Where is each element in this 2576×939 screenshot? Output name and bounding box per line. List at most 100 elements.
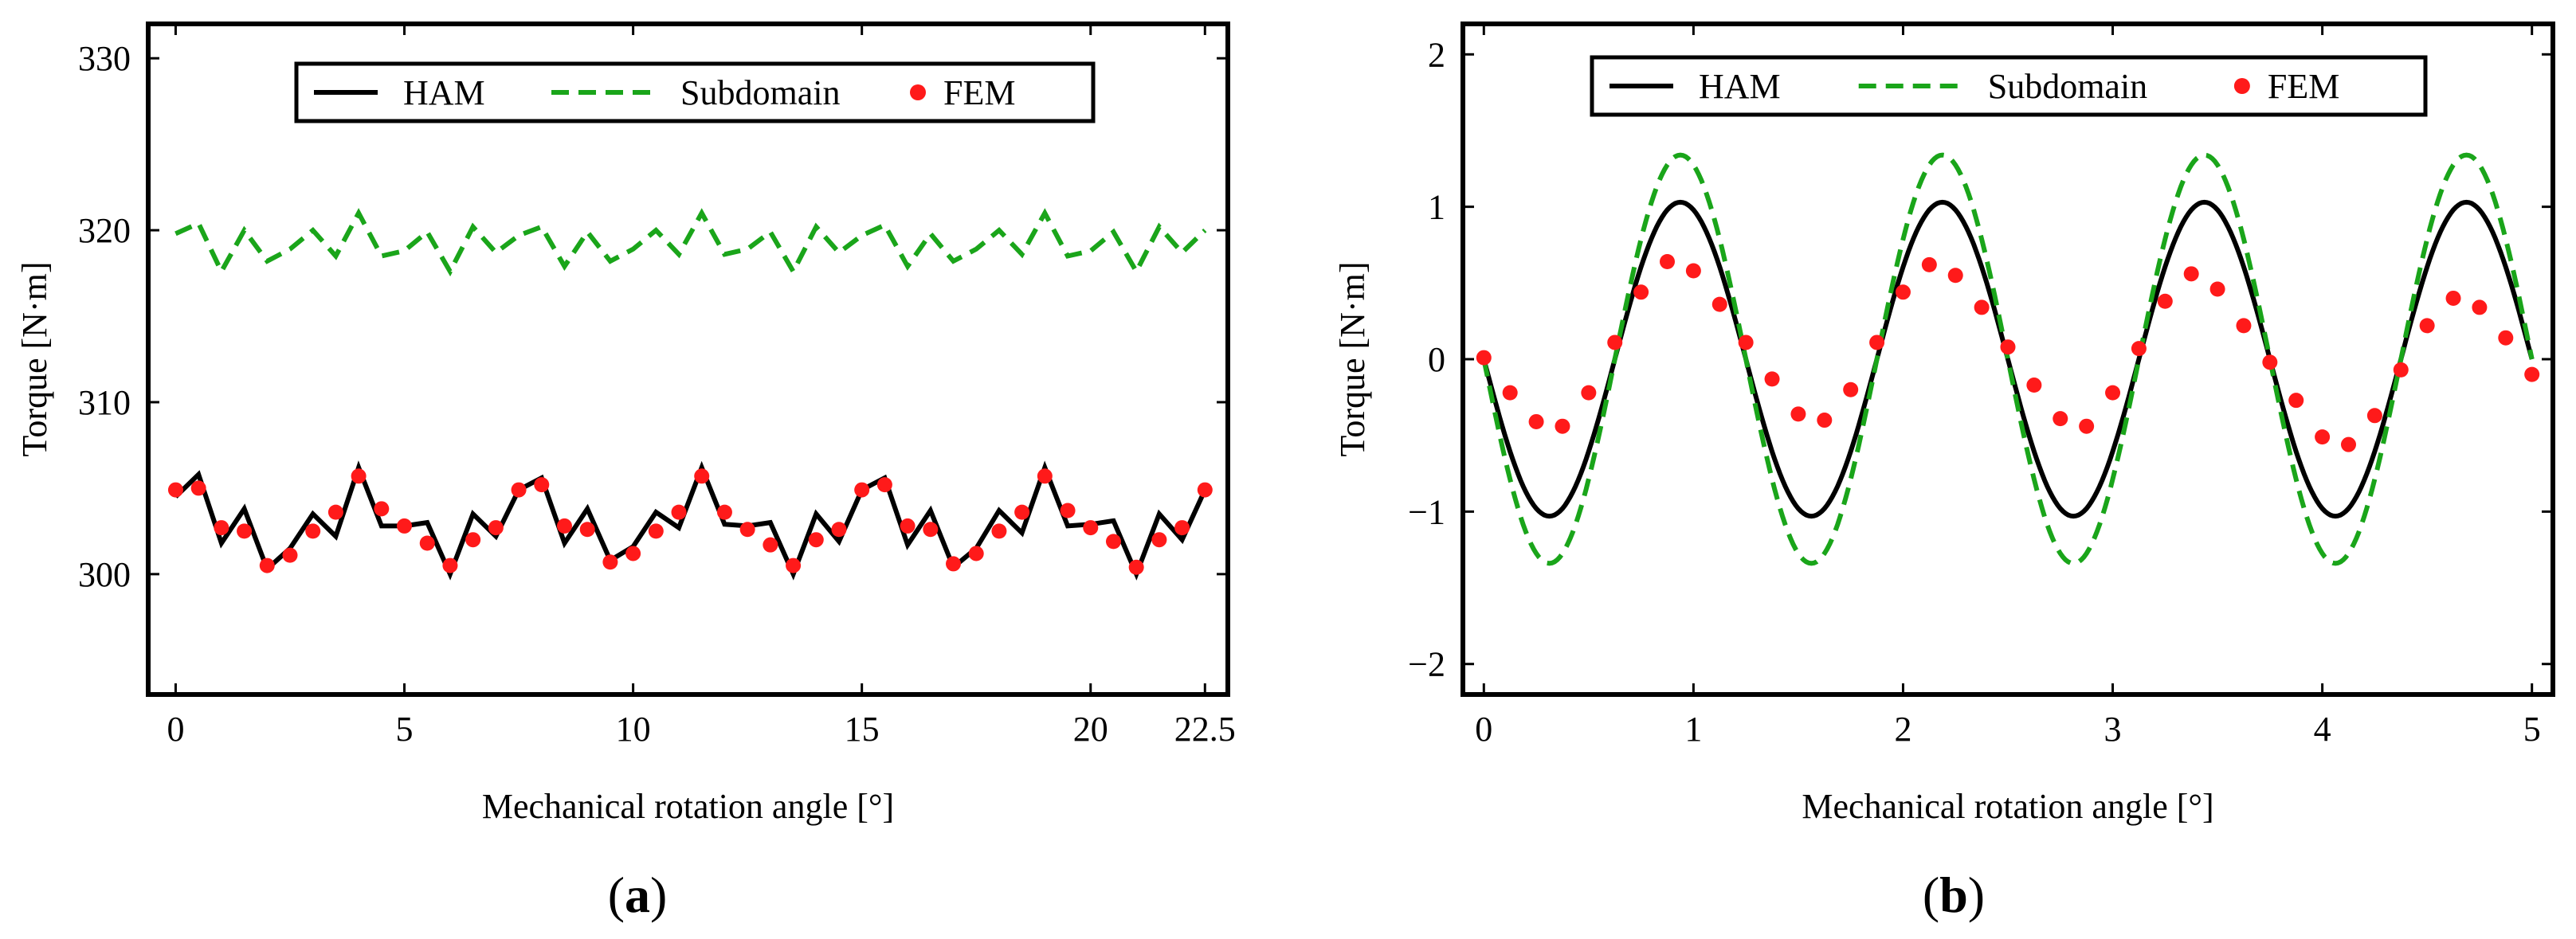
y-axis-title: Torque [N·m]: [1333, 262, 1372, 457]
fem-data-point: [923, 522, 939, 538]
fem-data-point: [2419, 318, 2435, 334]
fem-data-point: [2366, 408, 2382, 424]
fem-data-point: [991, 523, 1007, 539]
fem-data-point: [968, 546, 984, 561]
legend-box: [294, 61, 1096, 123]
x-tick-label: 4: [2314, 710, 2331, 749]
y-tick-label: 300: [78, 555, 131, 594]
fem-data-point: [716, 504, 732, 520]
fem-data-point: [2183, 266, 2199, 282]
fem-data-point: [2524, 366, 2540, 382]
x-tick-label: 15: [845, 710, 880, 749]
x-tick-label: 5: [2523, 710, 2541, 749]
fem-data-point: [2131, 341, 2147, 357]
fem-data-point: [397, 518, 413, 534]
fem-data-point: [2498, 330, 2514, 346]
y-tick-label: 330: [78, 39, 131, 78]
fem-data-point: [2288, 393, 2304, 409]
fem-data-point: [1660, 254, 1675, 270]
fem-data-point: [1738, 335, 1754, 350]
fem-data-point: [1895, 284, 1911, 300]
fem-data-point: [2157, 293, 2173, 309]
y-tick-label: 1: [1428, 188, 1445, 227]
fem-data-point: [2262, 354, 2278, 370]
x-axis-title: Mechanical rotation angle [°]: [482, 787, 894, 826]
x-tick-label: 5: [396, 710, 414, 749]
fem-data-point: [190, 480, 206, 496]
fem-data-point: [1711, 296, 1727, 312]
fem-data-point: [1014, 504, 1030, 520]
fem-data-point: [1197, 482, 1213, 498]
y-tick-label: 2: [1428, 35, 1445, 74]
x-tick-label: 22.5: [1174, 710, 1236, 749]
legend: HAM Subdomain FEM: [1590, 55, 2428, 117]
fem-data-point: [1974, 299, 1990, 315]
fem-data-point: [763, 537, 778, 553]
fem-data-point: [1060, 503, 1076, 518]
x-tick-label: 3: [2104, 710, 2122, 749]
legend-subdomain-label: Subdomain: [1988, 67, 2147, 106]
fem-data-point: [534, 477, 550, 493]
fem-data-point: [739, 522, 755, 538]
fem-data-point: [1528, 413, 1544, 429]
fem-data-point: [1128, 559, 1144, 575]
plot-frame: [1461, 22, 2555, 697]
subdomain-series-line: [1481, 152, 2535, 566]
fem-data-point: [876, 477, 892, 493]
y-tick-label: 0: [1428, 340, 1445, 379]
legend-ham-label: HAM: [1699, 67, 1781, 106]
fem-data-point: [2105, 385, 2121, 401]
fem-data-point: [1151, 532, 1167, 548]
legend-fem-label: FEM: [943, 73, 1015, 112]
subdomain-series-line: [174, 208, 1207, 277]
fem-data-point: [442, 558, 458, 573]
fem-data-point: [167, 482, 183, 498]
y-axis-title: Torque [N·m]: [15, 262, 54, 457]
fem-data-point: [2079, 418, 2095, 434]
fem-data-point: [1685, 263, 1701, 279]
fem-data-point: [1633, 284, 1649, 300]
fem-data-point: [2472, 299, 2488, 315]
fem-data-point: [465, 532, 481, 548]
plot-frame: [146, 22, 1230, 697]
chart-panel-a: 0 5 10 15 20 22.5 300 310 320 330 Mechanical rotat…: [15, 22, 1236, 826]
x-tick-label: 20: [1073, 710, 1108, 749]
fem-data-point: [2053, 411, 2068, 427]
plot-area: [1476, 152, 2540, 566]
fem-data-point: [900, 518, 916, 534]
fem-data-point: [1581, 385, 1597, 401]
fem-data-point: [2393, 362, 2409, 378]
panel-label-a: (a): [608, 867, 668, 923]
fem-data-point: [579, 522, 595, 538]
fem-data-point: [1105, 534, 1121, 550]
plot-area: [167, 208, 1213, 581]
x-axis-title: Mechanical rotation angle [°]: [1802, 787, 2213, 826]
x-tick-label: 2: [1894, 710, 1911, 749]
fem-data-point: [556, 518, 572, 534]
legend-fem-label: FEM: [2268, 67, 2339, 106]
fem-data-point: [2445, 290, 2461, 306]
fem-data-point: [2209, 281, 2225, 297]
legend-subdomain-label: Subdomain: [680, 73, 840, 112]
legend: HAM Subdomain FEM: [294, 61, 1096, 123]
x-tick-label: 1: [1684, 710, 1702, 749]
fem-data-point: [1502, 385, 1518, 401]
fem-data-point: [2000, 339, 2016, 355]
fem-data-point: [854, 482, 870, 498]
fem-data-point: [237, 523, 253, 539]
fem-data-point: [1764, 371, 1780, 387]
legend-fem-swatch: [910, 84, 926, 100]
fem-data-point: [2026, 378, 2042, 393]
x-tick-label: 10: [616, 710, 651, 749]
ham-series-line: [1481, 199, 2535, 519]
fem-data-point: [808, 532, 824, 548]
fem-data-point: [2236, 318, 2252, 334]
fem-data-point: [602, 554, 618, 570]
fem-data-point: [2315, 429, 2331, 445]
ham-series-line: [174, 460, 1208, 581]
fem-data-point: [1921, 256, 1937, 272]
fem-data-point: [1869, 335, 1885, 350]
fem-data-point: [1174, 520, 1190, 536]
fem-data-point: [831, 522, 847, 538]
